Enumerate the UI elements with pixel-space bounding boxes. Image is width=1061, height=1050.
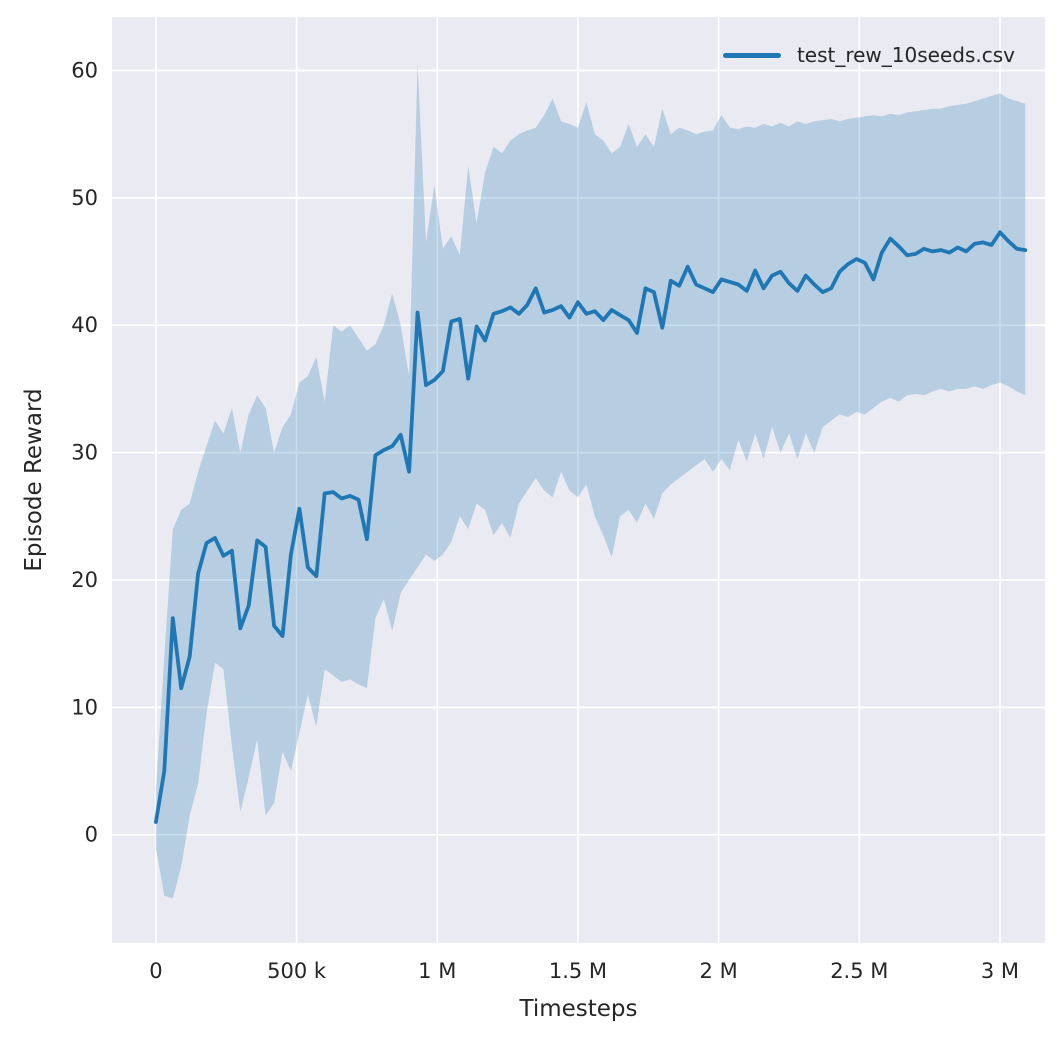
legend-line-swatch bbox=[722, 52, 781, 58]
x-tick-label: 3 M bbox=[981, 959, 1019, 983]
y-tick-label: 50 bbox=[71, 186, 98, 210]
legend-label: test_rew_10seeds.csv bbox=[796, 43, 1015, 67]
x-tick-label: 500 k bbox=[267, 959, 327, 983]
x-tick-label: 1.5 M bbox=[549, 959, 607, 983]
x-tick-label: 2 M bbox=[700, 959, 738, 983]
x-tick-label: 2.5 M bbox=[830, 959, 888, 983]
y-tick-label: 10 bbox=[71, 695, 98, 719]
y-axis-label: Episode Reward bbox=[21, 388, 47, 572]
x-axis-label: Timesteps bbox=[519, 996, 638, 1022]
legend: test_rew_10seeds.csv bbox=[722, 43, 1015, 67]
y-tick-label: 20 bbox=[71, 568, 98, 592]
y-tick-label: 0 bbox=[85, 823, 98, 847]
y-tick-label: 30 bbox=[71, 441, 98, 465]
x-tick-label: 1 M bbox=[418, 959, 456, 983]
x-tick-label: 0 bbox=[149, 959, 162, 983]
mean-reward-line bbox=[153, 230, 1028, 824]
confidence-band bbox=[155, 64, 1026, 899]
y-tick-label: 60 bbox=[71, 58, 98, 82]
y-tick-label: 40 bbox=[71, 313, 98, 337]
